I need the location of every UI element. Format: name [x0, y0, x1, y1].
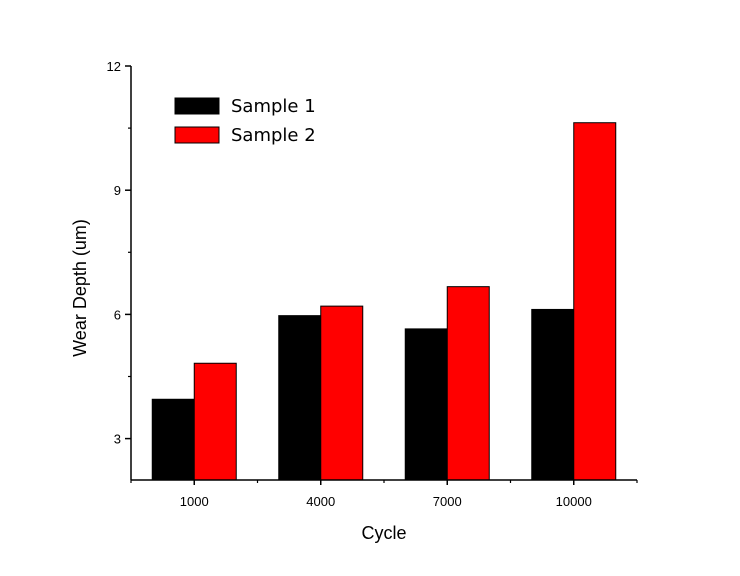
bars-layer	[151, 122, 617, 481]
x-axis-title: Cycle	[361, 523, 406, 543]
y-tick-label: 6	[114, 307, 121, 322]
bar-1-1000	[151, 398, 195, 481]
y-tick-label: 12	[107, 59, 121, 74]
y-tick-label: 9	[114, 183, 121, 198]
y-axis-title: Wear Depth (um)	[70, 219, 90, 357]
bar-2-7000	[446, 286, 490, 481]
bar-2-10000	[573, 122, 617, 481]
legend: Sample 1 Sample 2	[174, 96, 316, 146]
legend-label-2: Sample 2	[231, 125, 316, 146]
x-tick-label: 10000	[556, 494, 592, 509]
x-ticks: 1000 4000 7000 10000	[130, 480, 638, 509]
legend-swatch-1	[174, 97, 220, 115]
y-ticks: 3 6 9 12	[107, 59, 131, 447]
bar-1-4000	[278, 315, 322, 481]
y-tick-label: 3	[114, 432, 121, 447]
x-tick-label: 4000	[306, 494, 335, 509]
bar-1-7000	[404, 328, 448, 481]
legend-swatch-2	[174, 126, 220, 144]
x-tick-label: 7000	[433, 494, 462, 509]
x-tick-label: 1000	[180, 494, 209, 509]
bar-2-1000	[193, 362, 237, 481]
legend-label-1: Sample 1	[231, 96, 316, 117]
bar-2-4000	[320, 305, 364, 481]
bar-1-10000	[531, 308, 575, 481]
